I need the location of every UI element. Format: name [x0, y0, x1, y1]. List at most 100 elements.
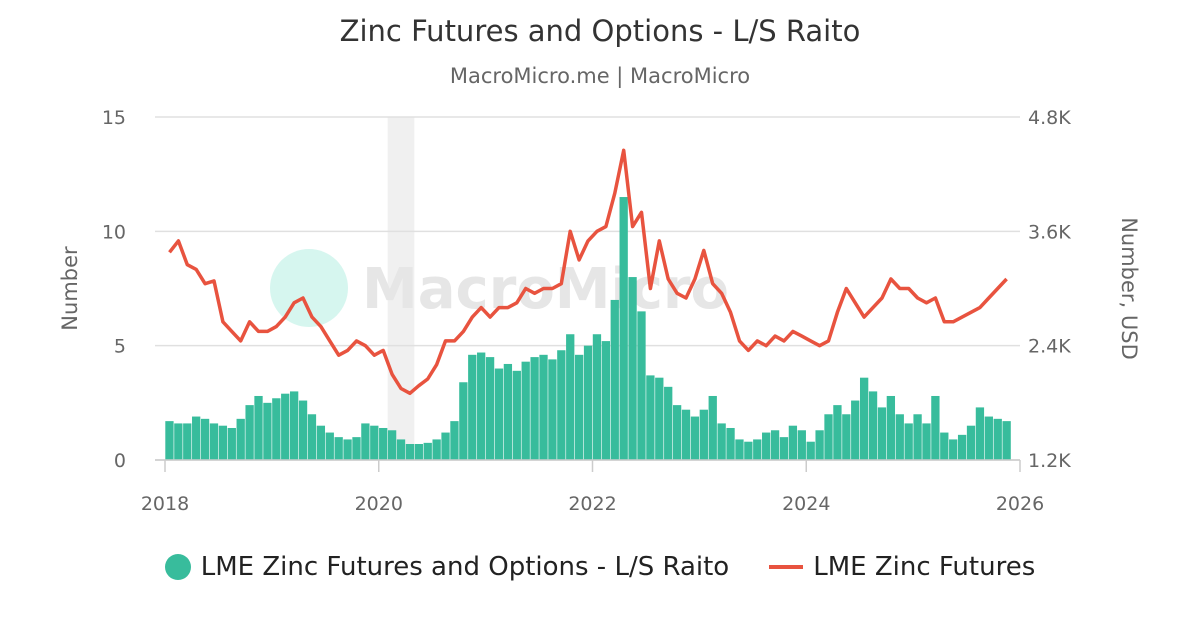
bar [975, 407, 985, 460]
bar [922, 423, 931, 460]
bar [174, 423, 183, 460]
recession-shade [387, 117, 415, 460]
legend-line-icon [769, 565, 804, 569]
watermark-logo-icon [270, 249, 348, 327]
y-tick-left: 15 [102, 107, 126, 129]
legend-item-futures[interactable]: LME Zinc Futures [769, 552, 1035, 582]
bar [868, 391, 878, 460]
bar [468, 354, 477, 460]
chart-title: Zinc Futures and Options - L/S Raito [339, 14, 861, 48]
bar [993, 418, 1002, 460]
bar [557, 350, 566, 460]
bar [949, 439, 958, 460]
x-tick-label: 2018 [141, 493, 189, 515]
x-tick-label: 2022 [568, 493, 616, 515]
bar [245, 405, 254, 460]
bar [387, 430, 397, 460]
bar [343, 439, 352, 460]
bar [619, 197, 628, 461]
bar [655, 377, 664, 460]
bar [744, 441, 753, 460]
bar [307, 414, 317, 460]
bar [441, 432, 450, 460]
bar [396, 439, 406, 460]
bar [503, 363, 513, 460]
x-tick-label: 2024 [782, 493, 830, 515]
x-tick-label: 2026 [996, 493, 1044, 515]
bar [379, 427, 388, 460]
bar [414, 443, 423, 460]
bar [325, 432, 334, 460]
bar [726, 427, 735, 460]
bar [886, 395, 896, 460]
bar [931, 395, 940, 460]
bar [521, 361, 530, 460]
legend-dot-icon [164, 554, 191, 580]
bar [957, 434, 967, 460]
bar [209, 423, 219, 460]
bar [779, 437, 789, 460]
bar [165, 421, 174, 460]
bar [984, 416, 993, 460]
bar [966, 425, 976, 460]
bar [316, 425, 326, 460]
bar [334, 437, 343, 460]
legend-label-ratio: LME Zinc Futures and Options - L/S Raito [200, 552, 730, 582]
bar [940, 432, 949, 460]
y-tick-left: 5 [114, 336, 126, 358]
x-tick-label: 2020 [355, 493, 403, 515]
bar [672, 405, 682, 460]
bar [913, 414, 922, 460]
bar [298, 400, 308, 460]
bar [512, 370, 521, 460]
legend-item-ratio[interactable]: LME Zinc Futures and Options - L/S Raito [164, 552, 730, 582]
bar [272, 398, 281, 460]
bar [904, 423, 913, 460]
bar [851, 400, 860, 460]
bar [859, 377, 869, 460]
y-tick-right: 1.2K [1028, 450, 1071, 472]
bar [877, 407, 887, 460]
y-tick-right: 4.8K [1028, 107, 1071, 129]
bar [762, 432, 771, 460]
bar [628, 277, 637, 460]
bar [664, 386, 673, 460]
bar [610, 299, 619, 460]
bar [601, 341, 611, 460]
chart-subtitle: MacroMicro.me | MacroMicro [449, 64, 751, 88]
bar [788, 425, 798, 460]
bar [574, 354, 584, 460]
bar [254, 395, 263, 460]
bar [637, 311, 646, 460]
bar [485, 357, 495, 460]
bar [842, 414, 851, 460]
bar [1002, 421, 1011, 460]
bar [895, 414, 904, 460]
bar [183, 423, 192, 460]
bar [370, 425, 379, 460]
bar [236, 418, 245, 460]
bar [494, 368, 504, 460]
bar [548, 359, 557, 460]
bar [735, 439, 744, 460]
bar [352, 437, 361, 460]
bar [459, 382, 468, 460]
bar [646, 375, 655, 460]
bar [815, 430, 824, 460]
legend: LME Zinc Futures and Options - L/S Raito… [0, 552, 1200, 582]
bar [708, 395, 717, 460]
bar [690, 416, 700, 460]
y-tick-right: 2.4K [1028, 336, 1071, 358]
bar [530, 357, 539, 460]
y-tick-left: 10 [102, 221, 126, 243]
y-tick-left: 0 [114, 450, 126, 472]
y-axis-label-right: Number, USD [1117, 217, 1141, 360]
bar [192, 416, 201, 460]
bar [797, 430, 806, 460]
bar [806, 441, 815, 460]
bar [824, 414, 833, 460]
bar [263, 402, 272, 460]
bar [681, 409, 691, 460]
bar [833, 405, 842, 460]
